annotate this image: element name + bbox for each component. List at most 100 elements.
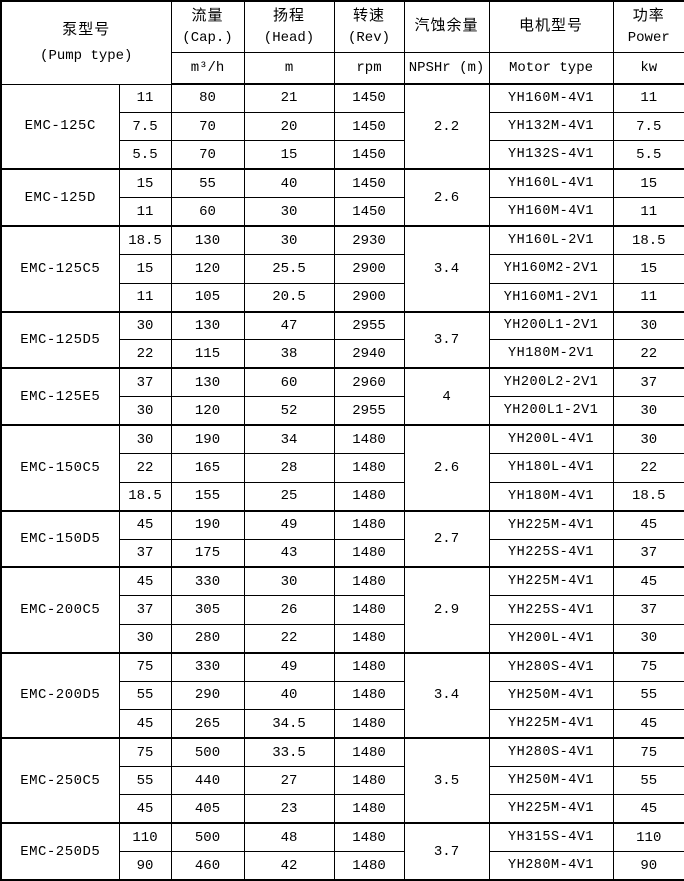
motor-type-cell: YH132S-4V1 bbox=[488, 140, 614, 170]
motor-type-cell: YH280S-4V1 bbox=[488, 737, 614, 768]
motor-type-cell: YH160L-4V1 bbox=[488, 168, 614, 199]
header-power: 功率 Power bbox=[612, 0, 684, 53]
header-capacity-zh: 流量 bbox=[191, 7, 224, 25]
rating-cell: 11 bbox=[118, 197, 172, 227]
header-speed-en: (Rev) bbox=[348, 29, 391, 46]
motor-type-cell: YH225M-4V1 bbox=[488, 794, 614, 824]
rating-cell: 75 bbox=[118, 651, 172, 682]
head-cell: 40 bbox=[243, 680, 335, 711]
spec-row: 7.5 70 20 1450 YH132M-4V1 7.5 bbox=[1, 111, 684, 142]
head-cell: 49 bbox=[243, 509, 335, 540]
rating-cell: 37 bbox=[118, 595, 172, 625]
power-cell: 110 bbox=[612, 822, 684, 853]
header-pump-type-en: (Pump type) bbox=[40, 47, 133, 64]
unit-motor-type: Motor type bbox=[488, 51, 614, 85]
power-cell: 7.5 bbox=[612, 111, 684, 142]
header-npshr-zh: 汽蚀余量 bbox=[414, 17, 479, 35]
header-capacity: 流量 (Cap.) bbox=[170, 0, 245, 53]
header-row-labels: 泵型号 (Pump type) 流量 (Cap.) 扬程 (Head) 转速 (… bbox=[0, 0, 684, 85]
spec-row: EMC-150C5 30 190 34 1480 2.6 YH200L-4V1 30 bbox=[0, 424, 684, 512]
power-cell: 22 bbox=[612, 339, 684, 369]
power-cell: 11 bbox=[612, 83, 684, 113]
motor-type-cell: YH280M-4V1 bbox=[488, 851, 614, 881]
rating-cell: 37 bbox=[118, 538, 172, 568]
pump-model-cell: EMC-250D5 bbox=[0, 822, 120, 881]
power-cell: 75 bbox=[612, 651, 684, 682]
motor-type-cell: YH160M-4V1 bbox=[488, 197, 614, 227]
speed-cell: 1480 bbox=[333, 822, 405, 853]
capacity-cell: 80 bbox=[170, 83, 245, 113]
spec-row: 37 175 43 1480 YH225S-4V1 37 bbox=[1, 538, 684, 568]
power-cell: 45 bbox=[612, 709, 684, 739]
capacity-cell: 120 bbox=[170, 396, 245, 426]
rating-cell: 45 bbox=[118, 566, 172, 597]
speed-cell: 1450 bbox=[333, 168, 405, 199]
power-cell: 18.5 bbox=[612, 225, 684, 256]
power-cell: 30 bbox=[612, 310, 684, 341]
speed-cell: 1450 bbox=[333, 83, 405, 113]
rating-cell: 45 bbox=[118, 509, 172, 540]
spec-row: 55 440 27 1480 YH250M-4V1 55 bbox=[1, 765, 684, 796]
spec-row: EMC-125D 15 55 40 1450 2.6 YH160L-4V1 15 bbox=[0, 168, 684, 227]
capacity-cell: 70 bbox=[170, 140, 245, 170]
motor-type-cell: YH225M-4V1 bbox=[488, 509, 614, 540]
rating-cell: 11 bbox=[118, 282, 172, 313]
unit-head: m bbox=[243, 51, 335, 85]
motor-type-cell: YH160M-4V1 bbox=[488, 83, 614, 113]
power-cell: 37 bbox=[612, 367, 684, 398]
spec-row: 22 165 28 1480 YH180L-4V1 22 bbox=[1, 453, 684, 483]
head-cell: 26 bbox=[243, 595, 335, 625]
capacity-cell: 155 bbox=[170, 481, 245, 512]
header-power-zh: 功率 bbox=[632, 7, 665, 25]
header-capacity-en: (Cap.) bbox=[182, 29, 233, 46]
speed-cell: 1480 bbox=[333, 481, 405, 512]
rating-cell: 45 bbox=[118, 709, 172, 739]
speed-cell: 1480 bbox=[333, 794, 405, 824]
capacity-cell: 500 bbox=[170, 737, 245, 768]
capacity-cell: 105 bbox=[170, 282, 245, 313]
motor-type-cell: YH132M-4V1 bbox=[488, 111, 614, 142]
power-cell: 30 bbox=[612, 424, 684, 455]
rating-cell: 45 bbox=[118, 794, 172, 824]
speed-cell: 1480 bbox=[333, 538, 405, 568]
motor-type-cell: YH200L1-2V1 bbox=[488, 310, 614, 341]
motor-type-cell: YH160L-2V1 bbox=[488, 225, 614, 256]
speed-cell: 2900 bbox=[333, 254, 405, 284]
capacity-cell: 115 bbox=[170, 339, 245, 369]
motor-type-cell: YH200L2-2V1 bbox=[488, 367, 614, 398]
power-cell: 11 bbox=[612, 197, 684, 227]
speed-cell: 1480 bbox=[333, 566, 405, 597]
power-cell: 45 bbox=[612, 566, 684, 597]
capacity-cell: 440 bbox=[170, 765, 245, 796]
pump-model-cell: EMC-150C5 bbox=[0, 424, 120, 512]
speed-cell: 1480 bbox=[333, 424, 405, 455]
motor-type-cell: YH180L-4V1 bbox=[488, 453, 614, 483]
motor-type-cell: YH225S-4V1 bbox=[488, 595, 614, 625]
rating-cell: 75 bbox=[118, 737, 172, 768]
header-head: 扬程 (Head) bbox=[243, 0, 335, 53]
motor-type-cell: YH225M-4V1 bbox=[488, 566, 614, 597]
rating-cell: 18.5 bbox=[118, 481, 172, 512]
rating-cell: 30 bbox=[118, 424, 172, 455]
rating-cell: 55 bbox=[118, 765, 172, 796]
speed-cell: 1480 bbox=[333, 709, 405, 739]
spec-row: 55 290 40 1480 YH250M-4V1 55 bbox=[1, 680, 684, 711]
npshr-cell: 2.7 bbox=[403, 509, 490, 568]
capacity-cell: 405 bbox=[170, 794, 245, 824]
rating-cell: 30 bbox=[118, 623, 172, 654]
capacity-cell: 70 bbox=[170, 111, 245, 142]
speed-cell: 2960 bbox=[333, 367, 405, 398]
power-cell: 75 bbox=[612, 737, 684, 768]
speed-cell: 1480 bbox=[333, 509, 405, 540]
power-cell: 15 bbox=[612, 254, 684, 284]
speed-cell: 1450 bbox=[333, 111, 405, 142]
spec-row: 30 120 52 2955 YH200L1-2V1 30 bbox=[1, 396, 684, 426]
head-cell: 30 bbox=[243, 566, 335, 597]
head-cell: 48 bbox=[243, 822, 335, 853]
header-motor-type: 电机型号 bbox=[488, 0, 614, 53]
spec-row: 22 115 38 2940 YH180M-2V1 22 bbox=[1, 339, 684, 369]
speed-cell: 1480 bbox=[333, 851, 405, 881]
head-cell: 33.5 bbox=[243, 737, 335, 768]
capacity-cell: 290 bbox=[170, 680, 245, 711]
